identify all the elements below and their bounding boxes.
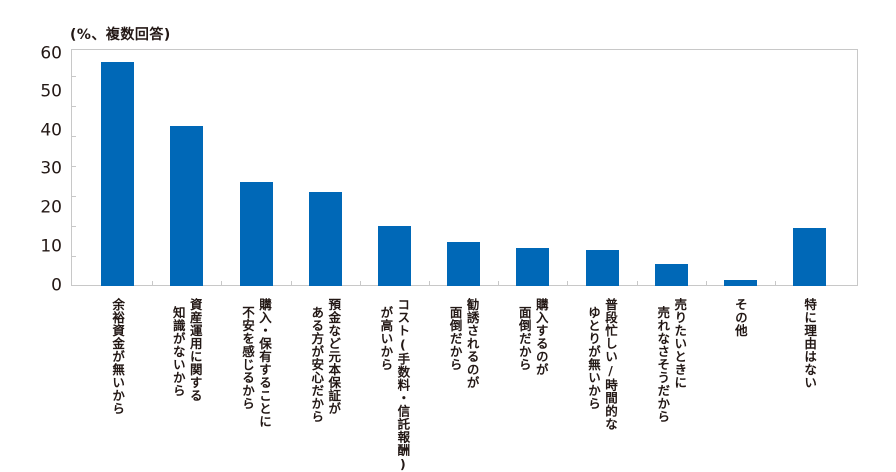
y-axis-tick bbox=[71, 226, 76, 227]
y-axis-label-50: 50 bbox=[40, 81, 62, 102]
bar bbox=[654, 263, 688, 286]
x-axis-tick bbox=[636, 281, 638, 286]
category-label-line: 特に理由はない bbox=[802, 298, 818, 389]
bar bbox=[447, 242, 481, 286]
x-axis-category-label: 普段忙しい/時間的な ゆとりが無いから bbox=[586, 298, 618, 431]
category-label-line: 売りたいときに bbox=[672, 298, 688, 389]
x-axis-category-label: 特に理由はない bbox=[802, 298, 817, 389]
category-label-line: 面倒だから bbox=[516, 306, 532, 371]
y-axis-label-60: 60 bbox=[40, 43, 62, 64]
y-axis-label-20: 20 bbox=[40, 197, 62, 218]
x-axis-tick bbox=[429, 281, 430, 286]
x-axis-tick bbox=[290, 281, 292, 286]
y-axis-tick bbox=[71, 166, 76, 167]
category-label-line: 勧誘されるのが bbox=[464, 298, 480, 389]
category-label-line: 面倒だから bbox=[447, 306, 463, 371]
unit-label: (%、複数回答) bbox=[70, 27, 171, 43]
bar bbox=[308, 191, 342, 286]
category-label-line: 不安を感じるから bbox=[240, 306, 255, 410]
x-axis-category-label: 預金など元本保証が ある方が安心だから bbox=[309, 298, 341, 423]
y-axis-tick bbox=[71, 76, 76, 77]
x-axis-tick bbox=[359, 281, 361, 286]
category-label-line: その他 bbox=[732, 298, 748, 337]
y-axis-tick bbox=[71, 196, 76, 197]
x-axis-tick bbox=[152, 281, 154, 286]
x-axis-category-label: 売りたいときに 売れなさそうだから bbox=[655, 298, 687, 423]
y-axis-tick bbox=[71, 256, 76, 257]
category-label-line: 預金など元本保証が bbox=[326, 298, 342, 415]
x-axis-category-label: その他 bbox=[733, 298, 748, 337]
x-axis-category-label: 勧誘されるのが 面倒だから bbox=[448, 298, 480, 389]
bar bbox=[377, 226, 411, 286]
category-label-line: ゆとりが無いから bbox=[586, 306, 601, 410]
x-axis-tick bbox=[498, 281, 500, 286]
category-label-line: コスト(手数料・信託報酬) bbox=[395, 298, 411, 472]
bar bbox=[793, 228, 827, 286]
y-axis-label-40: 40 bbox=[40, 120, 62, 141]
x-axis-tick bbox=[775, 281, 776, 286]
bar bbox=[101, 61, 135, 286]
category-label-line: 売れなさそうだから bbox=[655, 306, 671, 423]
y-axis-label-10: 10 bbox=[40, 236, 62, 257]
category-label-line: 資産運用に関する bbox=[187, 298, 203, 402]
category-label-line: 購入・保有することに bbox=[257, 298, 272, 428]
category-label-line: が高いから bbox=[378, 306, 394, 371]
x-axis-category-label: 資産運用に関する 知識がないから bbox=[171, 298, 203, 402]
x-axis-category-label: コスト(手数料・信託報酬) が高いから bbox=[378, 298, 410, 472]
y-axis-label-0: 0 bbox=[51, 275, 62, 296]
bar bbox=[170, 126, 204, 286]
bar bbox=[723, 279, 757, 286]
category-label-line: 購入するのが bbox=[533, 298, 549, 376]
category-label-line: 知識がないから bbox=[170, 306, 186, 397]
x-axis-category-label: 余裕資金が無いから bbox=[110, 298, 125, 415]
category-label-line: ある方が安心だから bbox=[309, 306, 325, 423]
bar bbox=[585, 250, 619, 286]
x-axis-tick bbox=[221, 281, 223, 286]
x-axis-category-label: 購入するのが 面倒だから bbox=[517, 298, 549, 376]
x-axis-tick bbox=[567, 281, 569, 286]
y-axis-tick bbox=[71, 136, 76, 137]
y-axis-label-30: 30 bbox=[40, 158, 62, 179]
x-axis-category-label: 購入・保有することに 不安を感じるから bbox=[240, 298, 272, 428]
bar bbox=[239, 181, 273, 286]
y-axis-tick bbox=[71, 106, 76, 107]
category-label-line: 普段忙しい/時間的な bbox=[603, 298, 618, 431]
category-label-line: 余裕資金が無いから bbox=[110, 298, 126, 415]
bar bbox=[516, 247, 550, 286]
x-axis-tick bbox=[705, 281, 707, 286]
